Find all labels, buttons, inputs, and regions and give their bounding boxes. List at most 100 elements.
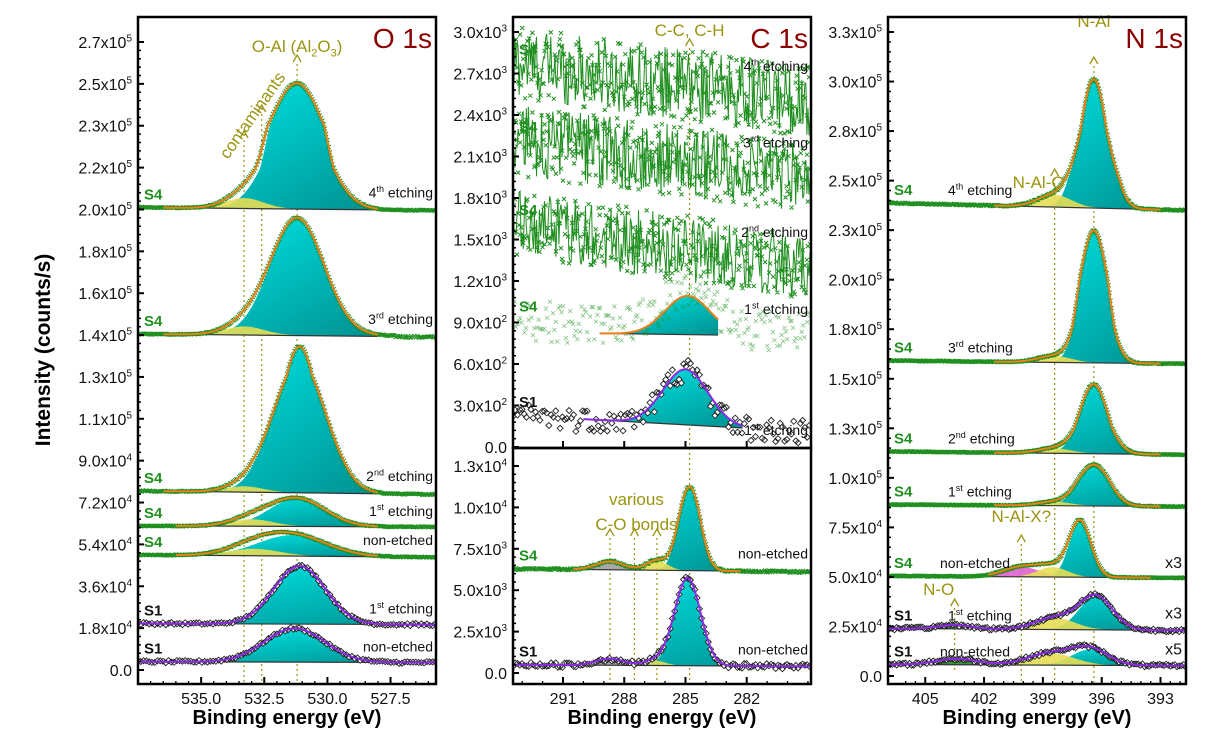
y-tick-label: 2.2x105​ bbox=[78, 159, 132, 177]
data-points bbox=[513, 268, 811, 353]
condition-label: non-etched bbox=[363, 532, 433, 548]
sample-label: S4 bbox=[519, 299, 538, 316]
data-line bbox=[513, 33, 811, 136]
spectrum-s4-1 bbox=[888, 228, 1186, 367]
x-tick-label: 285 bbox=[672, 691, 699, 708]
fit-component-533.3 bbox=[163, 198, 378, 210]
y-tick-label: 2.0x105​ bbox=[828, 271, 882, 289]
y-tick-label: 2.3x105​ bbox=[828, 222, 882, 240]
y-tick-label: 1.8x105​ bbox=[828, 321, 882, 339]
sample-label: S1 bbox=[519, 644, 537, 661]
fit-envelope bbox=[599, 294, 719, 335]
spectrum-s4-0 bbox=[513, 25, 811, 136]
spectrum-s4-3 bbox=[513, 268, 811, 353]
fit-component-532.9 bbox=[175, 548, 378, 557]
condition-label: 1st​ etching bbox=[369, 502, 433, 519]
annotation-arrow-icon bbox=[629, 527, 640, 537]
y-tick-label: 1.8x103​ bbox=[453, 190, 507, 208]
fit-component-533 bbox=[175, 519, 378, 527]
x-tick-label: 532.5 bbox=[244, 691, 284, 708]
y-tick-label: 3.6x104​ bbox=[78, 578, 132, 596]
y-tick-label: 6.0x102​ bbox=[453, 356, 507, 374]
sample-label: S1 bbox=[519, 394, 537, 411]
x-tick-label: 402 bbox=[971, 691, 998, 708]
sample-label: S1 bbox=[144, 602, 162, 619]
sample-label: S4 bbox=[894, 555, 913, 572]
spectrum-s4-2 bbox=[138, 344, 436, 498]
y-tick-label: 5.0x104​ bbox=[828, 569, 882, 587]
x-tick-label: 282 bbox=[733, 691, 760, 708]
fit-component-398.5 bbox=[988, 567, 1151, 578]
y-tick-label: 1.0x104​ bbox=[453, 499, 507, 517]
panel-c1s_top: S4 4th​ etching S4 3rd​ etching S4 2nd​ etchi… bbox=[453, 15, 813, 457]
y-tick-label: 3.3x105​ bbox=[828, 24, 882, 42]
fit-component-531.1 bbox=[163, 346, 378, 494]
scale-multiplier: x5 bbox=[1165, 642, 1182, 659]
fit-envelope bbox=[993, 463, 1161, 508]
fit-component-284.8 bbox=[573, 487, 741, 572]
condition-label: 3rd​ etching bbox=[743, 134, 808, 151]
y-tick-label: 1.3x105​ bbox=[828, 420, 882, 438]
sample-label: S4 bbox=[519, 119, 538, 136]
y-tick-label: 5.0x103​ bbox=[453, 582, 507, 600]
spectrum-s4-0 bbox=[513, 484, 811, 576]
y-axis-title: Intensity (counts/s) bbox=[32, 254, 55, 447]
y-tick-label: 3.0x102​ bbox=[453, 397, 507, 415]
fit-envelope bbox=[175, 530, 378, 557]
annotation-arrow-icon bbox=[950, 597, 960, 607]
fit-envelope bbox=[573, 485, 741, 573]
annotation-label: O-Al (Al2​O3​) bbox=[252, 37, 343, 59]
x-tick-label: 535.0 bbox=[181, 691, 221, 708]
annotation-arrow-icon bbox=[1089, 55, 1099, 65]
annotation-arrow-icon bbox=[257, 103, 267, 113]
fit-envelope bbox=[987, 518, 1151, 579]
condition-label: non-etched bbox=[940, 644, 1010, 660]
x-tick-label: 527.5 bbox=[371, 691, 411, 708]
sample-label: S4 bbox=[519, 41, 538, 58]
fit-component-531.1 bbox=[138, 566, 436, 625]
spectrum-s4-1 bbox=[138, 215, 436, 341]
y-tick-label: 5.4x104​ bbox=[78, 536, 132, 554]
annotation-label: C-O bonds bbox=[595, 515, 677, 534]
annotation-label: N-Al bbox=[1077, 12, 1110, 31]
y-tick-label: 1.0x105​ bbox=[828, 469, 882, 487]
x-axis-title: Binding energy (eV) bbox=[193, 707, 382, 729]
y-tick-label: 3.0x105​ bbox=[828, 73, 882, 91]
fit-component-398.4 bbox=[993, 194, 1161, 210]
sample-label: S1 bbox=[144, 641, 162, 658]
fit-component-531.2 bbox=[163, 217, 378, 337]
fit-envelope bbox=[163, 82, 379, 210]
spectrum-s4-2 bbox=[513, 189, 811, 299]
y-tick-label: 0.0 bbox=[110, 663, 132, 680]
condition-label: 2nd​ etching bbox=[948, 430, 1015, 447]
sample-label: S1 bbox=[894, 607, 912, 624]
annotation-label: N-Al-O bbox=[1013, 173, 1065, 192]
y-tick-label: 0.0 bbox=[485, 666, 507, 683]
y-tick-label: 2.5x103​ bbox=[453, 623, 507, 641]
fit-envelope bbox=[163, 345, 379, 494]
data-line bbox=[513, 189, 811, 296]
annotation-label: N-Al-X? bbox=[992, 507, 1052, 526]
y-tick-label: 2.3x105​ bbox=[78, 117, 132, 135]
panel-title: N 1s bbox=[1125, 23, 1183, 54]
fit-component-397.1 bbox=[988, 521, 1151, 578]
fit-component-396.4 bbox=[993, 465, 1161, 507]
spectrum-s1-1 bbox=[513, 573, 811, 673]
x-tick-label: 405 bbox=[912, 691, 939, 708]
fit-component-396.4 bbox=[993, 80, 1161, 210]
sample-label: S4 bbox=[894, 340, 913, 357]
condition-label: non-etched bbox=[363, 639, 433, 655]
fit-component-531.4 bbox=[175, 535, 378, 557]
x-tick-label: 291 bbox=[550, 691, 577, 708]
fit-envelope bbox=[175, 496, 378, 528]
spectrum-s4-3 bbox=[138, 495, 436, 530]
spectrum-s4-4 bbox=[888, 517, 1186, 581]
x-tick-label: 399 bbox=[1030, 691, 1057, 708]
y-tick-label: 2.4x103​ bbox=[453, 107, 507, 125]
condition-label: 1st​ etching bbox=[948, 483, 1012, 500]
spectrum-s4-4 bbox=[138, 529, 436, 560]
fit-component-396.4 bbox=[993, 230, 1161, 364]
sample-label: S4 bbox=[519, 548, 538, 565]
spectrum-s1-5 bbox=[888, 589, 1186, 636]
